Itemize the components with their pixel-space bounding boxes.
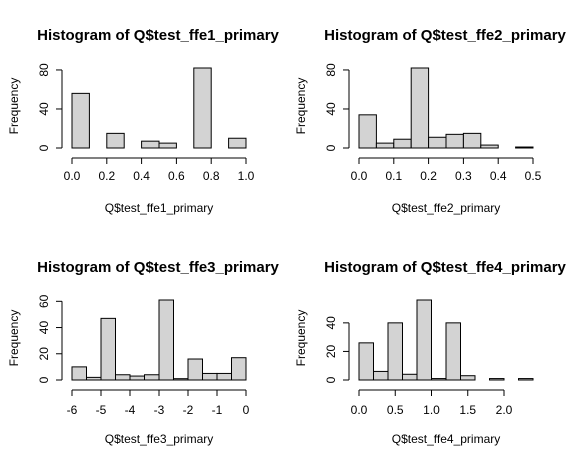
panel-4-x-tick-label-3: 1.0 — [423, 403, 440, 417]
panel-1-y-tick-label-3: 80 — [37, 63, 51, 77]
panel-3-y-tick-label-2: 20 — [37, 347, 51, 361]
panel-1-y-tick-label-2: 40 — [37, 102, 51, 116]
panel-1-bar-3 — [106, 132, 125, 149]
panel-4-bar-1 — [358, 342, 374, 381]
panel-2-x-label: Q$test_ffe2_primary — [392, 201, 501, 215]
panel-3-x-tick-label-5: -2 — [183, 403, 194, 417]
panel-4-x-tick-label-5: 2.0 — [496, 403, 513, 417]
panel-1-x-tick-label-4: 0.6 — [168, 169, 185, 183]
panel-2-x-tick-label-6: 0.5 — [525, 169, 542, 183]
panel-2-title: Histogram of Q$test_ffe2_primary — [324, 27, 566, 44]
panel-3-bar-11 — [216, 372, 232, 381]
panel-4-bar-4 — [402, 373, 418, 381]
panel-1-x-tick-label-1: 0.0 — [64, 169, 81, 183]
panel-3-bar-3 — [100, 317, 116, 381]
panel-4-x-tick-label-4: 1.5 — [459, 403, 476, 417]
panel-3-bar-12 — [231, 357, 247, 381]
panel-2-bar-3 — [393, 138, 412, 149]
panel-4-bar-6 — [431, 378, 447, 381]
panel-3-x-tick-label-4: -3 — [154, 403, 165, 417]
panel-4-bar-3 — [387, 322, 403, 381]
panel-3-bar-10 — [202, 372, 218, 381]
panel-3-y-tick-label-3: 40 — [37, 321, 51, 335]
panel-2-bar-5 — [428, 136, 447, 149]
panel-2-y-label: Frequency — [294, 78, 308, 135]
panel-1-y-label: Frequency — [7, 78, 21, 135]
panel-3-y-tick-label-1: 0 — [37, 376, 51, 383]
panel-1-x-label: Q$test_ffe1_primary — [105, 201, 214, 215]
panel-4-x-tick-label-2: 0.5 — [387, 403, 404, 417]
panel-4-bar-7 — [445, 322, 461, 381]
panel-1-bar-1 — [71, 92, 90, 149]
panel-2-bar-10 — [515, 146, 534, 149]
panel-2-y-tick-label-2: 40 — [324, 102, 338, 116]
panel-3-bar-9 — [187, 358, 203, 381]
panel-1-x-tick-label-2: 0.2 — [98, 169, 115, 183]
panel-4-y-tick-label-2: 20 — [324, 344, 338, 358]
panel-3-x-tick-label-1: -6 — [67, 403, 78, 417]
panel-3-x-tick-label-7: 0 — [243, 403, 250, 417]
panel-1-bar-10 — [228, 137, 247, 149]
panel-2-y-tick-label-3: 80 — [324, 63, 338, 77]
panel-4-y-tick-label-1: 0 — [324, 376, 338, 383]
panel-4-y-tick-label-3: 40 — [324, 316, 338, 330]
panel-2-y-tick-label-1: 0 — [324, 144, 338, 151]
panel-3-bar-7 — [158, 299, 174, 381]
panel-3-bar-2 — [86, 376, 102, 381]
panel-3-x-tick-label-2: -5 — [96, 403, 107, 417]
panel-2-bar-8 — [480, 144, 499, 149]
panel-2-x-tick-label-2: 0.1 — [385, 169, 402, 183]
panel-1-bar-6 — [158, 142, 177, 149]
panel-2-bar-4 — [410, 67, 430, 149]
panel-1-x-tick-label-5: 0.8 — [203, 169, 220, 183]
panel-1-title: Histogram of Q$test_ffe1_primary — [37, 27, 279, 44]
panel-1-y-tick-label-1: 0 — [37, 144, 51, 151]
panel-3-bar-4 — [115, 374, 131, 381]
panel-3-bar-6 — [144, 374, 160, 381]
panel-4-y-label: Frequency — [294, 310, 308, 367]
panel-4-bar-8 — [460, 375, 476, 381]
panel-4-title: Histogram of Q$test_ffe4_primary — [324, 259, 566, 276]
panel-2-bar-1 — [358, 114, 377, 149]
panel-2-bar-6 — [445, 133, 464, 149]
panel-3-title: Histogram of Q$test_ffe3_primary — [37, 259, 279, 276]
panel-4-bar-5 — [416, 299, 432, 381]
panel-1-x-tick-label-3: 0.4 — [133, 169, 150, 183]
panel-4-bar-12 — [518, 378, 534, 381]
panel-3-x-tick-label-3: -4 — [125, 403, 136, 417]
panel-3-bar-5 — [129, 375, 145, 381]
panel-3-y-label: Frequency — [7, 310, 21, 367]
panel-3-bar-8 — [173, 378, 189, 381]
panel-2-bar-7 — [462, 132, 482, 149]
panel-1-x-tick-label-6: 1.0 — [238, 169, 255, 183]
panel-2-bar-2 — [375, 142, 395, 149]
panel-2-x-tick-label-4: 0.3 — [455, 169, 472, 183]
panel-2-x-tick-label-5: 0.4 — [490, 169, 507, 183]
panel-2-x-tick-label-3: 0.2 — [420, 169, 437, 183]
panel-3-x-label: Q$test_ffe3_primary — [105, 432, 214, 446]
panel-2-x-tick-label-1: 0.0 — [351, 169, 368, 183]
panel-3-bar-1 — [71, 366, 87, 381]
panel-3-x-tick-label-6: -1 — [212, 403, 223, 417]
panel-1-bar-5 — [141, 140, 160, 149]
panel-4-bar-2 — [373, 370, 389, 381]
panel-1-bar-8 — [193, 67, 212, 149]
panel-4-bar-10 — [489, 378, 505, 381]
panel-4-x-label: Q$test_ffe4_primary — [392, 432, 501, 446]
panel-3-y-tick-label-4: 60 — [37, 294, 51, 308]
panel-4-x-tick-label-1: 0.0 — [351, 403, 368, 417]
